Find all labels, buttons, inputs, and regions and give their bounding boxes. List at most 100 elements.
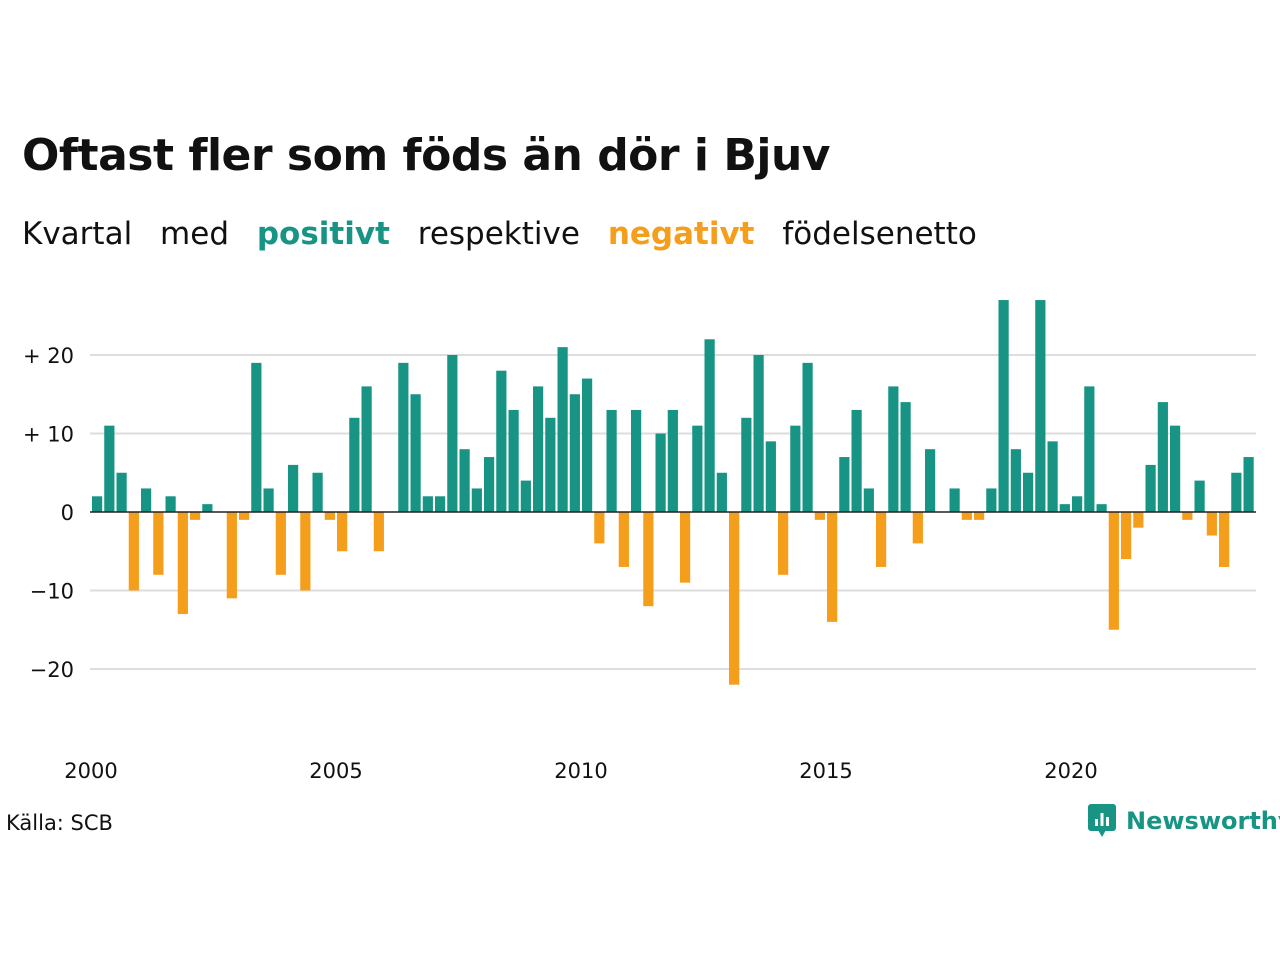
bar	[961, 512, 972, 520]
bar	[533, 386, 544, 512]
bar	[1108, 512, 1119, 630]
bar	[361, 386, 372, 512]
bar	[827, 512, 838, 622]
bar	[239, 512, 250, 520]
bar	[435, 496, 446, 512]
bar	[667, 409, 678, 512]
bar	[778, 512, 789, 575]
subtitle-positive-word: positivt	[256, 216, 390, 252]
x-tick-label: 2010	[554, 759, 607, 783]
bar	[1035, 300, 1046, 512]
bar	[1047, 441, 1058, 512]
bar	[1023, 472, 1034, 512]
bar	[925, 449, 936, 512]
bar	[128, 512, 139, 591]
bar	[863, 488, 874, 512]
x-tick-label: 2020	[1044, 759, 1097, 783]
bar	[1059, 504, 1070, 512]
bar	[484, 457, 495, 512]
bar	[1206, 512, 1217, 536]
bar	[190, 512, 201, 520]
bar	[802, 362, 813, 512]
bar	[839, 457, 850, 512]
subtitle-word-4: födelsenetto	[782, 216, 977, 252]
bar	[949, 488, 960, 512]
bar	[1084, 386, 1095, 512]
bar	[1231, 472, 1242, 512]
bar	[104, 425, 115, 512]
bar	[618, 512, 629, 567]
bar	[582, 378, 593, 512]
chart-subtitle: Kvartal med positivt respektive negativt…	[22, 216, 995, 252]
y-tick-label: −10	[30, 580, 74, 604]
y-tick-label: 0	[61, 501, 74, 525]
y-tick-label: + 20	[23, 344, 74, 368]
bar	[1096, 504, 1107, 512]
bar	[1219, 512, 1230, 567]
bar	[508, 409, 519, 512]
bar	[900, 402, 911, 512]
bar	[876, 512, 887, 567]
bar	[704, 339, 715, 512]
bar	[741, 417, 752, 512]
bar	[974, 512, 985, 520]
bar	[912, 512, 923, 544]
bar	[765, 441, 776, 512]
bar	[888, 386, 899, 512]
bar	[753, 355, 764, 512]
bar	[116, 472, 127, 512]
bar	[594, 512, 605, 544]
bar	[557, 347, 568, 512]
subtitle-word-1: Kvartal	[22, 216, 133, 252]
bar	[631, 409, 642, 512]
bar	[1182, 512, 1193, 520]
y-tick-label: −20	[30, 658, 74, 682]
bar	[92, 496, 103, 512]
bar	[851, 409, 862, 512]
bar	[729, 512, 740, 685]
bar	[1072, 496, 1083, 512]
bar	[251, 362, 262, 512]
subtitle-negative-word: negativt	[607, 216, 755, 252]
bar	[202, 504, 213, 512]
bar	[1243, 457, 1254, 512]
bar	[349, 417, 360, 512]
bar	[153, 512, 164, 575]
subtitle-word-2: med	[160, 216, 229, 252]
bar	[288, 464, 299, 512]
bar	[569, 394, 580, 512]
x-tick-label: 2005	[309, 759, 362, 783]
bar	[275, 512, 286, 575]
bar	[300, 512, 311, 591]
bar-chart: + 20 + 10 0 −10 −20 2000 2005 2010 2015 2020	[23, 300, 1256, 783]
brand-name: Newsworthy	[1126, 807, 1280, 835]
bar	[177, 512, 188, 615]
bar	[263, 488, 274, 512]
bar	[226, 512, 237, 599]
chart-title: Oftast fler som föds än dör i Bjuv	[22, 130, 830, 181]
bar	[410, 394, 421, 512]
y-tick-label: + 10	[23, 423, 74, 447]
bar	[606, 409, 617, 512]
bar	[324, 512, 335, 520]
x-tick-label: 2015	[799, 759, 852, 783]
bar	[447, 355, 458, 512]
newsworthy-logo-icon	[1088, 804, 1116, 837]
brand: Newsworthy	[1088, 804, 1280, 838]
bar	[1010, 449, 1021, 512]
bar	[422, 496, 433, 512]
bar	[398, 362, 409, 512]
bar	[471, 488, 482, 512]
bar	[545, 417, 556, 512]
bar	[655, 433, 666, 512]
bar	[1133, 512, 1144, 528]
bar	[998, 300, 1009, 512]
subtitle-word-3: respektive	[417, 216, 580, 252]
x-tick-label: 2000	[64, 759, 117, 783]
bar	[643, 512, 654, 607]
bar	[373, 512, 384, 552]
bar	[1194, 480, 1205, 512]
source-label: Källa: SCB	[6, 811, 113, 835]
bar	[680, 512, 691, 583]
bar	[1145, 464, 1156, 512]
